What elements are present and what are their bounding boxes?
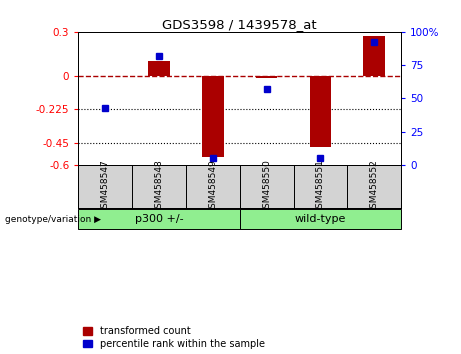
Text: GSM458551: GSM458551	[316, 159, 325, 214]
Text: p300 +/-: p300 +/-	[135, 214, 183, 224]
Bar	[202, 76, 224, 158]
Bar	[363, 36, 385, 76]
Bar	[78, 165, 132, 209]
Text: GSM458547: GSM458547	[101, 159, 110, 214]
Bar	[256, 76, 278, 78]
Text: GSM458550: GSM458550	[262, 159, 271, 214]
Bar	[148, 61, 170, 76]
Bar	[310, 76, 331, 147]
Bar	[78, 210, 240, 229]
Bar	[294, 165, 347, 209]
Text: GSM458552: GSM458552	[370, 159, 378, 214]
Text: GSM458549: GSM458549	[208, 159, 217, 214]
Text: genotype/variation ▶: genotype/variation ▶	[5, 215, 100, 224]
Text: GSM458548: GSM458548	[154, 159, 164, 214]
Text: wild-type: wild-type	[295, 214, 346, 224]
Bar	[240, 165, 294, 209]
Bar	[347, 165, 401, 209]
Legend: transformed count, percentile rank within the sample: transformed count, percentile rank withi…	[83, 326, 265, 349]
Bar	[240, 210, 401, 229]
Title: GDS3598 / 1439578_at: GDS3598 / 1439578_at	[162, 18, 317, 31]
Bar	[186, 165, 240, 209]
Bar	[132, 165, 186, 209]
